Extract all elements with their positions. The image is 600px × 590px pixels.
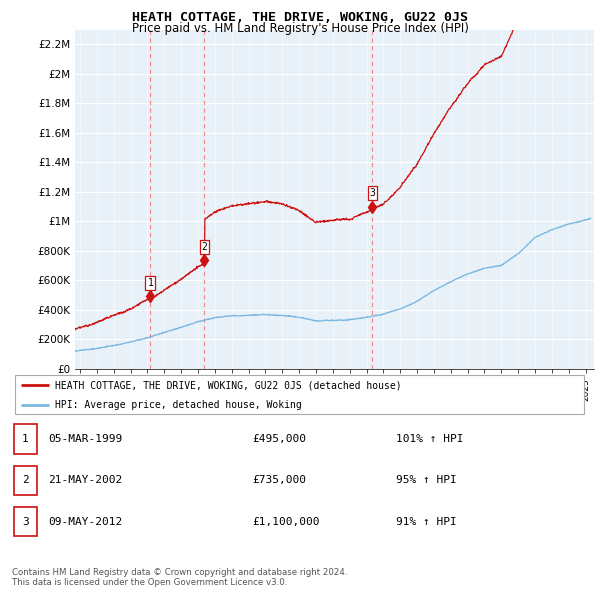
Text: HEATH COTTAGE, THE DRIVE, WOKING, GU22 0JS: HEATH COTTAGE, THE DRIVE, WOKING, GU22 0…: [132, 11, 468, 24]
Text: 09-MAY-2012: 09-MAY-2012: [48, 517, 122, 526]
Text: 3: 3: [22, 517, 29, 526]
Text: 1: 1: [22, 434, 29, 444]
Text: 2: 2: [22, 476, 29, 485]
Text: 101% ↑ HPI: 101% ↑ HPI: [396, 434, 464, 444]
Text: 05-MAR-1999: 05-MAR-1999: [48, 434, 122, 444]
Text: 1: 1: [148, 278, 153, 288]
Text: £1,100,000: £1,100,000: [252, 517, 320, 526]
Text: Contains HM Land Registry data © Crown copyright and database right 2024.
This d: Contains HM Land Registry data © Crown c…: [12, 568, 347, 587]
FancyBboxPatch shape: [15, 375, 584, 414]
Text: 21-MAY-2002: 21-MAY-2002: [48, 476, 122, 485]
Text: HPI: Average price, detached house, Woking: HPI: Average price, detached house, Woki…: [55, 400, 302, 410]
Text: HEATH COTTAGE, THE DRIVE, WOKING, GU22 0JS (detached house): HEATH COTTAGE, THE DRIVE, WOKING, GU22 0…: [55, 381, 402, 391]
Text: £735,000: £735,000: [252, 476, 306, 485]
Text: 95% ↑ HPI: 95% ↑ HPI: [396, 476, 457, 485]
FancyBboxPatch shape: [14, 507, 37, 536]
Text: 91% ↑ HPI: 91% ↑ HPI: [396, 517, 457, 526]
Text: £495,000: £495,000: [252, 434, 306, 444]
Text: 3: 3: [370, 188, 376, 198]
Text: Price paid vs. HM Land Registry's House Price Index (HPI): Price paid vs. HM Land Registry's House …: [131, 22, 469, 35]
Text: 2: 2: [202, 242, 208, 253]
FancyBboxPatch shape: [14, 424, 37, 454]
FancyBboxPatch shape: [14, 466, 37, 495]
